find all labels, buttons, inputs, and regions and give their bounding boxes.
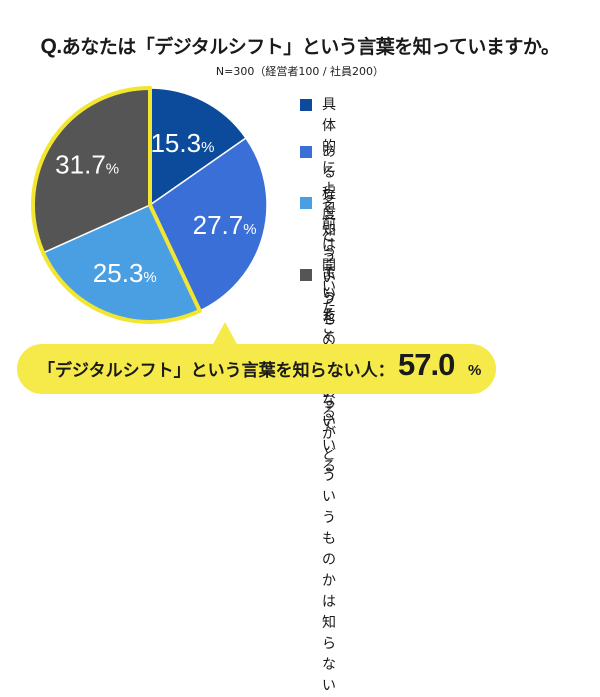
legend-swatch <box>300 99 312 111</box>
callout-unit: % <box>468 362 482 379</box>
legend-swatch <box>300 197 312 209</box>
callout-banner <box>17 344 496 394</box>
slice-value-label: 15.3% <box>150 128 214 158</box>
slice-value-label: 31.7% <box>55 149 119 179</box>
sample-size-note: N=300（経営者100 / 社員200） <box>215 65 385 78</box>
chart-title: Q.あなたは「デジタルシフト」という言葉を知っていますか。 <box>0 32 600 59</box>
legend-swatch <box>300 269 312 281</box>
callout-pointer <box>212 322 238 346</box>
slice-well-known <box>149 87 247 207</box>
slice-value-label: 25.3% <box>93 258 157 288</box>
legend-swatch <box>300 146 312 158</box>
question-text: あなたは「デジタルシフト」という言葉を知っていますか。 <box>61 36 560 58</box>
unknown-highlight-outline <box>31 86 202 324</box>
pie-chart: 15.3% 27.7% 25.3% 31.7% <box>31 86 268 324</box>
highlight-outline-path <box>31 86 202 324</box>
pie-value-labels: 15.3% 27.7% 25.3% 31.7% <box>55 128 256 288</box>
callout-text: 「デジタルシフト」という言葉を知らない人： <box>38 361 395 381</box>
legend-label: 具体的によく知っている <box>322 97 336 323</box>
question-mark-label: Q. <box>40 35 63 58</box>
callout-value: 57.0 <box>398 347 455 382</box>
slice-somewhat-known <box>149 136 268 312</box>
legend-item-well-known: 具体的によく知っている <box>300 95 336 326</box>
slice-value-label: 27.7% <box>193 210 257 240</box>
